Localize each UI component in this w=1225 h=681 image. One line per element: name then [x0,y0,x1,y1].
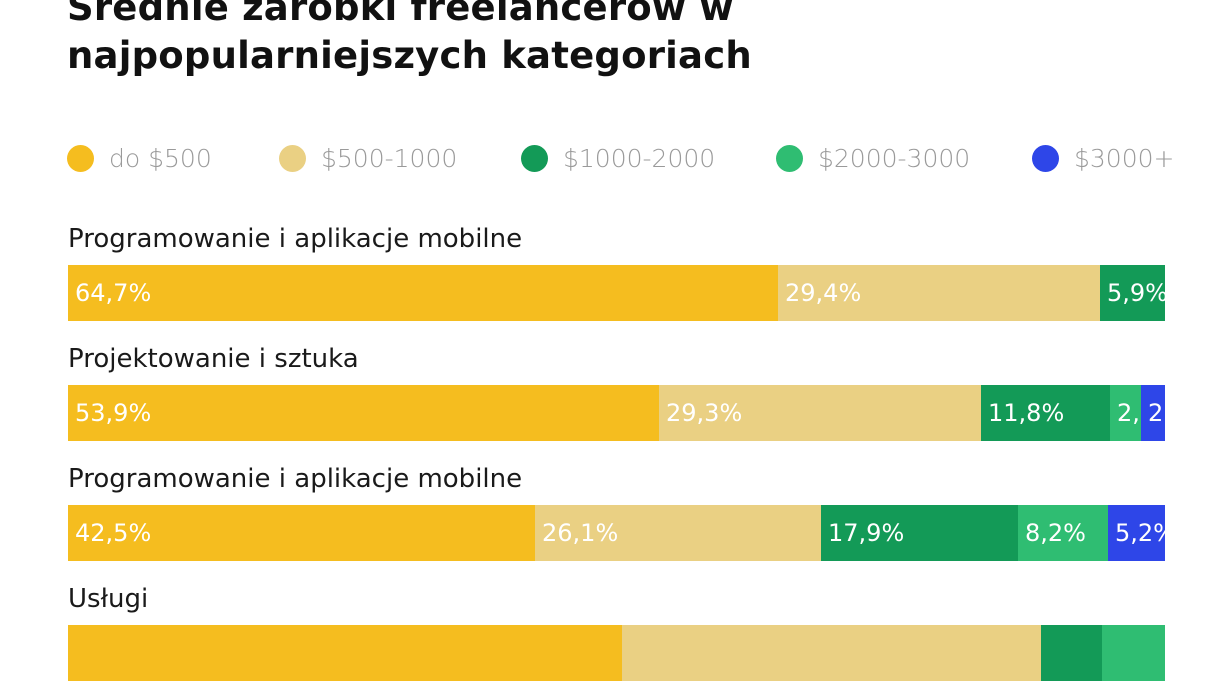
legend-label: $1000-2000 [563,143,716,173]
bar-row: 53,9% 29,3% 11,8% 2,8% 2,2% [68,385,1165,441]
legend-item: $3000+ [1032,138,1174,178]
data-label: 29,3% [666,399,743,427]
bar-segment [1041,625,1102,681]
bar-segment: 29,4% [778,265,1100,321]
bar-segment: 53,9% [68,385,659,441]
data-label: 5,2% [1115,519,1165,547]
data-label: 2,2% [1148,399,1165,427]
bar-segment: 11,8% [981,385,1110,441]
category-label: Programowanie i aplikacje mobilne [68,464,523,494]
legend-label: do $500 [109,143,212,173]
bar-segment [68,625,622,681]
bar-row: 42,5% 26,1% 17,9% 8,2% 5,2% [68,505,1165,561]
data-label: 17,9% [828,519,905,547]
legend-label: $2000-3000 [818,143,971,173]
category-label: Programowanie i aplikacje mobilne [68,224,523,254]
data-label: 29,4% [785,279,862,307]
bar-segment: 2,8% [1110,385,1141,441]
legend-item: $1000-2000 [521,138,715,178]
bar-segment: 17,9% [821,505,1018,561]
bar-segment: 5,2% [1108,505,1165,561]
legend-swatch [521,144,548,172]
bar-row [68,625,1165,681]
bar-segment [622,625,1041,681]
bar-segment: 29,3% [659,385,981,441]
chart-title: Średnie zarobki freelancerów w najpopula… [67,0,752,77]
legend-swatch [776,144,803,172]
legend: do $500 $500-1000 $1000-2000 $2000-3000 $300… [67,138,1174,178]
bar-segment: 2,2% [1141,385,1165,441]
data-label: 42,5% [75,519,152,547]
bar-segment: 42,5% [68,505,535,561]
legend-item: $500-1000 [279,138,457,178]
bar-segment [1102,625,1165,681]
legend-item: $2000-3000 [776,138,970,178]
bar-row: 64,7% 29,4% 5,9% [68,265,1165,321]
data-label: 26,1% [542,519,619,547]
legend-swatch [1032,144,1059,172]
data-label: 5,9% [1107,279,1165,307]
data-label: 8,2% [1025,519,1086,547]
bar-segment: 26,1% [535,505,821,561]
data-label: 64,7% [75,279,152,307]
legend-label: $500-1000 [321,143,458,173]
data-label: 2,8% [1117,399,1141,427]
bar-segment: 8,2% [1018,505,1108,561]
bar-segment: 64,7% [68,265,778,321]
legend-swatch [279,144,306,172]
data-label: 11,8% [988,399,1065,427]
data-label: 53,9% [75,399,152,427]
legend-swatch [67,144,94,172]
category-label: Usługi [68,584,149,614]
legend-label: $3000+ [1074,143,1175,173]
legend-item: do $500 [67,138,212,178]
bar-segment: 5,9% [1100,265,1165,321]
category-label: Projektowanie i sztuka [68,344,359,374]
